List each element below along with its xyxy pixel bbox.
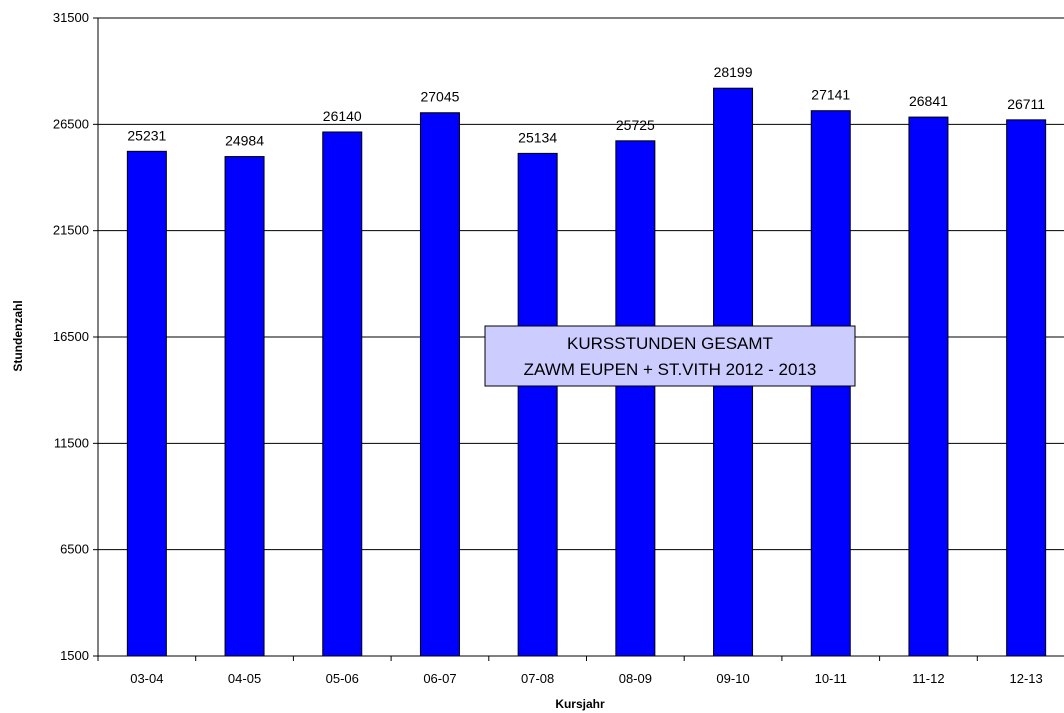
chart-title-line-2: ZAWM EUPEN + ST.VITH 2012 - 2013 (524, 360, 817, 379)
x-axis-title: Kursjahr (555, 697, 605, 711)
x-tick-label: 09-10 (716, 671, 749, 686)
x-tick-label: 03-04 (130, 671, 163, 686)
bar-value-label: 25134 (518, 129, 557, 145)
bar-value-label: 26140 (323, 108, 362, 124)
bar-04-05 (224, 156, 265, 657)
bar-value-label: 26711 (1007, 96, 1045, 112)
y-tick-label: 11500 (54, 435, 89, 450)
x-tick-label: 06-07 (423, 671, 456, 686)
chart-title-box: KURSSTUNDEN GESAMT ZAWM EUPEN + ST.VITH … (484, 325, 856, 387)
y-axis-title: Stundenzahl (11, 300, 25, 371)
bar-value-labels: 25231 24984 26140 27045 25134 25725 28199 27141… (127, 64, 1045, 148)
bar-08-09 (615, 140, 656, 657)
x-ticks: 03-04 04-05 05-06 06-07 07-08 08-09 09-10 10-11… (97, 656, 1043, 686)
bar-12-13 (1006, 119, 1047, 657)
y-tick-label: 26500 (53, 116, 89, 131)
bar-05-06 (322, 131, 363, 657)
bar-value-label: 24984 (225, 133, 264, 149)
chart-title-line-1: KURSSTUNDEN GESAMT (567, 334, 773, 353)
y-tick-label: 6500 (60, 542, 89, 557)
x-tick-label: 05-06 (326, 671, 359, 686)
x-tick-label: 12-13 (1010, 671, 1043, 686)
bar-value-label: 26841 (909, 93, 948, 109)
bar-03-04 (126, 150, 167, 657)
bar-11-12 (908, 116, 949, 657)
y-tick-label: 16500 (53, 329, 89, 344)
y-ticks: 1500 6500 11500 16500 21500 26500 31500 (53, 10, 98, 663)
x-tick-label: 07-08 (521, 671, 554, 686)
x-tick-label: 10-11 (815, 671, 847, 686)
bar-value-label: 28199 (714, 64, 753, 80)
x-tick-label: 04-05 (228, 671, 261, 686)
bar-value-label: 27045 (420, 89, 459, 105)
y-tick-label: 1500 (60, 648, 89, 663)
chart-title-background (484, 325, 856, 387)
x-tick-label: 11-12 (912, 671, 944, 686)
bar-value-label: 27141 (811, 87, 850, 103)
x-tick-label: 08-09 (619, 671, 652, 686)
y-tick-label: 21500 (53, 223, 89, 238)
bar-value-label: 25725 (616, 117, 655, 133)
bar-06-07 (419, 112, 460, 657)
bar-07-08 (517, 152, 558, 657)
y-tick-label: 31500 (53, 10, 89, 25)
bar-value-label: 25231 (127, 127, 166, 143)
